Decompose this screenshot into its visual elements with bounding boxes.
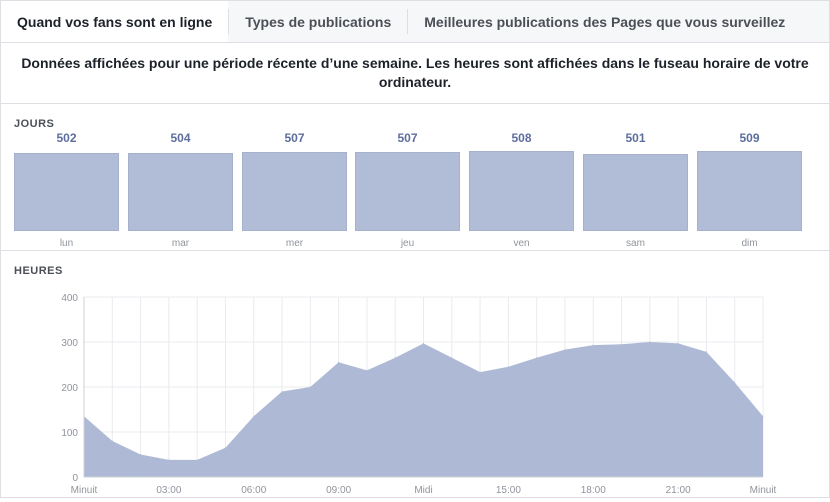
hours-point bbox=[253, 415, 255, 417]
hours-point bbox=[677, 342, 679, 344]
hours-point bbox=[451, 357, 453, 359]
hours-point bbox=[309, 386, 311, 388]
y-tick-label: 300 bbox=[61, 338, 78, 349]
y-tick-label: 100 bbox=[61, 428, 78, 439]
day-value-mer: 507 bbox=[284, 131, 305, 145]
x-tick-label: 09:00 bbox=[326, 485, 351, 496]
day-value-ven: 508 bbox=[511, 131, 532, 145]
days-chart-title: JOURS bbox=[14, 118, 55, 130]
day-column-mer: 507 mer bbox=[242, 104, 347, 250]
timezone-notice: Données affichées pour une période récen… bbox=[1, 43, 829, 104]
hours-point bbox=[338, 361, 340, 363]
hours-point bbox=[140, 454, 142, 455]
day-column-lun: 502 lun bbox=[14, 104, 119, 250]
hours-point bbox=[366, 369, 368, 371]
hours-point bbox=[592, 344, 594, 346]
day-value-sam: 501 bbox=[625, 131, 646, 145]
day-bar-lun[interactable] bbox=[14, 153, 119, 231]
day-value-lun: 502 bbox=[56, 131, 77, 145]
day-column-jeu: 507 jeu bbox=[355, 104, 460, 250]
tab-post-types[interactable]: Types de publications bbox=[229, 1, 407, 42]
tab-top-posts-label: Meilleures publications des Pages que vo… bbox=[424, 13, 786, 30]
hours-point bbox=[281, 391, 283, 392]
day-label-sam: sam bbox=[626, 238, 645, 249]
x-tick-label: 06:00 bbox=[241, 485, 266, 496]
x-tick-label: Midi bbox=[414, 485, 432, 496]
day-bar-mer[interactable] bbox=[242, 152, 347, 231]
tab-top-posts[interactable]: Meilleures publications des Pages que vo… bbox=[408, 1, 801, 42]
hours-chart-title: HEURES bbox=[14, 265, 63, 277]
day-value-jeu: 507 bbox=[397, 131, 418, 145]
tab-separator bbox=[228, 9, 230, 34]
y-tick-label: 200 bbox=[61, 383, 78, 394]
hours-point bbox=[168, 459, 170, 461]
x-tick-label: 21:00 bbox=[666, 485, 691, 496]
day-label-ven: ven bbox=[513, 238, 530, 249]
tab-bar: Quand vos fans sont en ligne Types de pu… bbox=[1, 1, 829, 43]
day-label-mer: mer bbox=[285, 238, 304, 249]
day-bar-mar[interactable] bbox=[128, 153, 233, 231]
day-label-dim: dim bbox=[741, 238, 758, 249]
hours-point bbox=[536, 357, 538, 359]
hours-point bbox=[734, 382, 736, 383]
x-tick-label: 18:00 bbox=[581, 485, 606, 496]
hours-chart: HEURES 0 100 200 300 400 Minuit 03:00 06:00 09:0… bbox=[1, 251, 829, 497]
day-column-mar: 504 mar bbox=[128, 104, 233, 250]
tab-fans-online-label: Quand vos fans sont en ligne bbox=[17, 13, 213, 30]
hours-point bbox=[479, 371, 481, 373]
x-tick-label: 15:00 bbox=[496, 485, 521, 496]
hours-point bbox=[621, 343, 623, 345]
hours-point bbox=[394, 357, 396, 359]
tab-separator bbox=[407, 9, 409, 34]
day-label-mar: mar bbox=[171, 238, 190, 249]
days-chart: JOURS 502 lun 504 mar 507 mer 507 jeu 508 ven 501 s… bbox=[1, 104, 829, 251]
hours-point bbox=[762, 415, 764, 417]
hours-point bbox=[423, 342, 424, 344]
hours-point bbox=[111, 440, 113, 442]
day-bar-ven[interactable] bbox=[469, 151, 574, 231]
y-tick-label: 400 bbox=[61, 293, 78, 304]
y-tick-label: 0 bbox=[72, 473, 78, 484]
hours-point bbox=[705, 351, 707, 353]
tab-fans-online[interactable]: Quand vos fans sont en ligne bbox=[1, 1, 229, 42]
day-label-lun: lun bbox=[59, 238, 74, 249]
hours-area bbox=[84, 342, 763, 477]
x-tick-label: Minuit bbox=[71, 485, 98, 496]
day-value-mar: 504 bbox=[170, 131, 191, 145]
hours-point bbox=[224, 447, 226, 449]
x-tick-label: 03:00 bbox=[156, 485, 181, 496]
day-bar-jeu[interactable] bbox=[355, 152, 460, 231]
hours-point bbox=[564, 349, 566, 351]
day-bar-dim[interactable] bbox=[697, 151, 802, 231]
timezone-notice-text: Données affichées pour une période récen… bbox=[21, 55, 809, 90]
day-column-sam: 501 sam bbox=[583, 104, 688, 250]
tab-post-types-label: Types de publications bbox=[245, 13, 392, 30]
hours-chart-svg: 0 100 200 300 400 Minuit 03:00 06:00 09:00 Midi 15… bbox=[61, 293, 777, 496]
day-column-ven: 508 ven bbox=[469, 104, 574, 250]
day-column-dim: 509 dim bbox=[697, 104, 802, 250]
day-value-dim: 509 bbox=[739, 131, 760, 145]
hours-point bbox=[507, 366, 509, 368]
hours-point bbox=[649, 341, 651, 343]
x-tick-label: Minuit bbox=[750, 485, 777, 496]
hours-point bbox=[196, 459, 198, 461]
day-bar-sam[interactable] bbox=[583, 154, 688, 231]
day-label-jeu: jeu bbox=[400, 238, 415, 249]
